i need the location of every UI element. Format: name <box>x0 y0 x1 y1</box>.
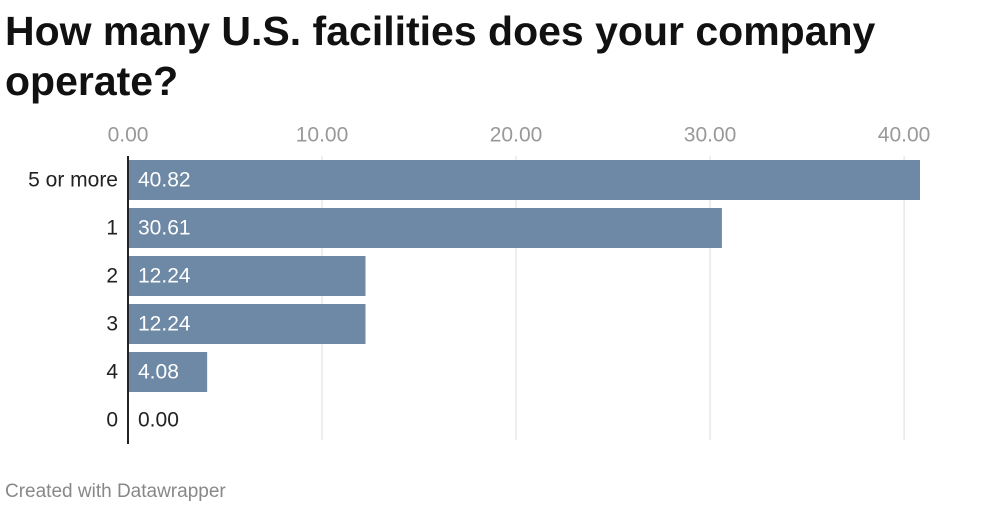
bar <box>128 256 366 296</box>
value-label: 30.61 <box>138 217 191 240</box>
bar <box>128 304 366 344</box>
y-tick-label: 4 <box>106 361 118 384</box>
chart-title: How many U.S. facilities does your compa… <box>5 8 876 104</box>
value-label: 40.82 <box>138 169 191 192</box>
x-tick-label: 0.00 <box>108 124 149 147</box>
value-label: 12.24 <box>138 313 191 336</box>
y-tick-label: 5 or more <box>28 169 118 192</box>
value-label: 4.08 <box>138 361 179 384</box>
y-tick-label: 1 <box>106 217 118 240</box>
bar <box>128 352 208 392</box>
bar <box>128 160 920 200</box>
x-tick-label: 30.00 <box>684 124 737 147</box>
value-label: 12.24 <box>138 265 191 288</box>
x-tick-label: 10.00 <box>296 124 349 147</box>
y-tick-label: 2 <box>106 265 118 288</box>
footer: Created with Datawrapper <box>5 481 226 502</box>
y-tick-label: 3 <box>106 313 118 336</box>
value-label: 0.00 <box>138 409 179 432</box>
y-tick-label: 0 <box>106 409 118 432</box>
x-tick-label: 40.00 <box>878 124 931 147</box>
x-tick-label: 20.00 <box>490 124 543 147</box>
bar <box>128 208 722 248</box>
